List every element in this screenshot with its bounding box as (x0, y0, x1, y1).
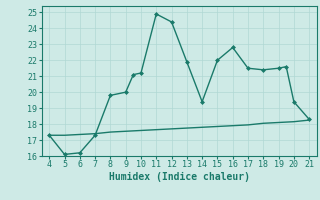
X-axis label: Humidex (Indice chaleur): Humidex (Indice chaleur) (109, 172, 250, 182)
